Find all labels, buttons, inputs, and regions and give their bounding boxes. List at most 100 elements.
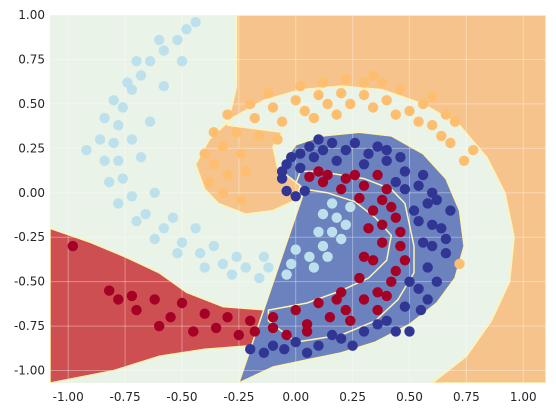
scatter-point-class-1-9 — [422, 262, 433, 273]
scatter-point-class-3-4 — [135, 70, 147, 81]
scatter-point-class-1-54 — [427, 187, 438, 198]
scatter-point-class-1-53 — [445, 205, 456, 216]
scatter-point-class-2-12 — [427, 120, 438, 131]
scatter-point-class-3-29 — [108, 95, 119, 106]
scatter-point-class-1-5 — [358, 326, 370, 337]
scatter-point-class-1-34 — [417, 169, 429, 181]
scatter-point-class-1-7 — [399, 301, 411, 312]
y-tick-label: 1.00 — [18, 8, 45, 22]
scatter-point-class-3-41 — [281, 269, 292, 280]
scatter-point-class-0-57 — [386, 201, 397, 213]
scatter-point-class-1-24 — [299, 185, 310, 197]
scatter-point-class-1-12 — [422, 198, 433, 209]
y-axis-ticks: -1.00 -0.75 -0.50 -0.25 0.00 0.25 0.50 0.75 1.00 — [14, 8, 45, 378]
scatter-point-class-2-9 — [358, 89, 370, 101]
scatter-point-class-1-40 — [286, 152, 297, 163]
scatter-point-class-1-32 — [436, 223, 447, 234]
scatter-point-class-1-4 — [336, 333, 347, 344]
y-tick-label: 0.50 — [18, 97, 45, 111]
scatter-point-class-0-45 — [113, 294, 124, 305]
scatter-point-class-2-46 — [367, 70, 379, 81]
scatter-point-class-3-16 — [217, 258, 229, 270]
scatter-point-class-0-12 — [367, 255, 379, 266]
scatter-point-class-3-18 — [263, 262, 274, 273]
scatter-point-class-3-46 — [208, 240, 219, 252]
scatter-point-class-3-20 — [304, 251, 315, 262]
scatter-point-class-3-23 — [331, 212, 342, 223]
x-tick-label: -0.75 — [110, 390, 141, 404]
scatter-point-class-2-43 — [199, 148, 210, 159]
scatter-point-class-2-8 — [336, 88, 347, 99]
scatter-point-class-1-45 — [390, 176, 401, 188]
scatter-point-class-2-4 — [249, 112, 260, 124]
scatter-point-class-0-30 — [390, 212, 401, 223]
scatter-point-class-0-34 — [322, 169, 333, 181]
scatter-point-class-2-20 — [276, 116, 288, 127]
scatter-point-class-0-32 — [358, 180, 370, 191]
scatter-point-class-0-22 — [165, 312, 176, 323]
scatter-point-class-1-30 — [431, 276, 442, 287]
scatter-point-class-1-25 — [258, 347, 270, 358]
scatter-point-class-2-16 — [235, 194, 247, 206]
scatter-point-class-3-43 — [322, 251, 333, 262]
scatter-point-class-2-13 — [445, 137, 456, 149]
scatter-point-class-2-10 — [381, 95, 392, 106]
scatter-point-class-2-5 — [267, 102, 279, 113]
scatter-point-class-2-35 — [454, 258, 465, 270]
scatter-point-class-3-35 — [131, 216, 142, 227]
scatter-point-class-3-44 — [336, 233, 347, 245]
scatter-point-class-2-26 — [413, 116, 424, 127]
scatter-point-class-1-14 — [399, 166, 411, 177]
scatter-point-class-0-17 — [336, 184, 347, 195]
y-tick-label: -0.75 — [14, 319, 45, 333]
scatter-point-class-1-22 — [281, 185, 292, 197]
scatter-point-class-2-24 — [367, 102, 379, 113]
x-tick-label: 0.00 — [282, 390, 309, 404]
scatter-point-class-1-3 — [313, 340, 324, 351]
scatter-point-class-1-21 — [276, 173, 288, 184]
scatter-point-class-0-27 — [372, 287, 383, 298]
scatter-point-class-1-38 — [326, 137, 338, 149]
scatter-point-class-2-44 — [308, 112, 320, 124]
scatter-point-class-3-42 — [308, 262, 320, 273]
scatter-point-class-2-23 — [345, 98, 356, 110]
scatter-point-class-0-40 — [395, 226, 406, 238]
scatter-point-class-2-30 — [317, 77, 329, 88]
scatter-point-class-2-21 — [299, 105, 310, 117]
scatter-point-class-3-50 — [313, 226, 324, 238]
scatter-point-class-1-1 — [267, 340, 279, 351]
scatter-point-class-1-57 — [413, 216, 424, 227]
scatter-point-class-2-34 — [468, 144, 479, 156]
scatter-point-class-1-36 — [372, 141, 383, 152]
scatter-point-class-3-49 — [290, 244, 301, 255]
scatter-point-class-1-52 — [279, 344, 290, 355]
scatter-point-class-3-47 — [231, 251, 242, 262]
scatter-point-class-1-44 — [408, 205, 420, 216]
scatter-point-class-2-2 — [217, 141, 229, 152]
scatter-point-class-0-29 — [395, 240, 406, 252]
scatter-point-class-2-3 — [231, 127, 242, 138]
scatter-point-class-2-0 — [204, 176, 215, 188]
scatter-point-class-3-57 — [190, 223, 201, 234]
scatter-point-class-3-45 — [340, 219, 351, 230]
scatter-point-class-0-11 — [354, 272, 365, 284]
scatter-point-class-2-18 — [235, 148, 247, 159]
scatter-point-class-2-31 — [358, 77, 370, 88]
scatter-point-class-2-38 — [340, 73, 351, 85]
scatter-point-class-2-45 — [240, 166, 251, 177]
scatter-point-class-3-40 — [254, 272, 265, 284]
scatter-point-class-2-29 — [222, 109, 233, 120]
scatter-point-class-3-14 — [176, 237, 188, 248]
scatter-point-class-2-40 — [417, 98, 429, 110]
scatter-point-class-0-36 — [188, 326, 199, 337]
decision-region-2 — [194, 15, 546, 383]
scatter-point-class-1-37 — [349, 137, 361, 149]
scatter-point-class-3-54 — [135, 152, 147, 163]
scatter-point-class-1-18 — [317, 144, 329, 156]
scatter-point-class-2-37 — [295, 80, 306, 92]
scatter-point-class-0-37 — [324, 312, 336, 323]
scatter-point-class-1-35 — [395, 152, 406, 163]
x-tick-label: 0.25 — [339, 390, 366, 404]
scatter-point-class-0-8 — [290, 304, 301, 316]
scatter-point-class-0-31 — [377, 194, 388, 206]
